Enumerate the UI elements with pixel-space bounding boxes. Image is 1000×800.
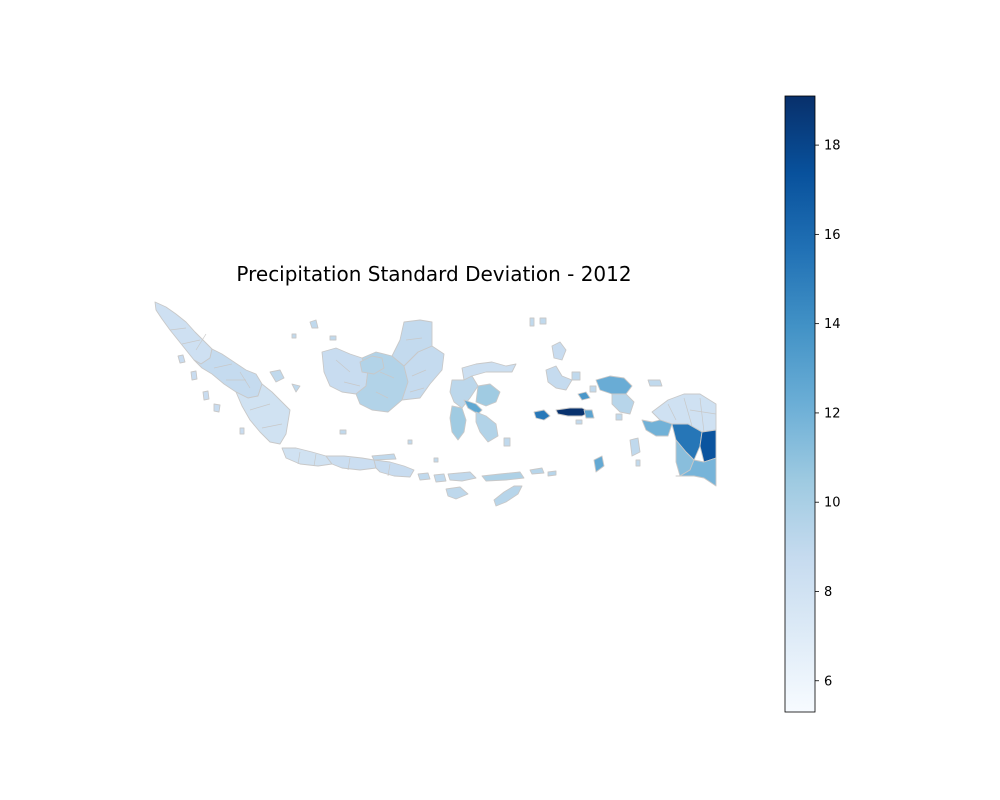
region-sumatra-islands [177, 354, 245, 435]
region-bird-head-south [611, 393, 635, 415]
region-madura [371, 453, 397, 461]
region-sumatra-south [235, 383, 291, 445]
colorbar-tick-label: 18 [824, 139, 841, 154]
region-lombok [433, 473, 447, 483]
region-halmahera [545, 365, 573, 391]
region-papua-southeast [699, 429, 717, 463]
region-maluku-north [551, 341, 567, 361]
region-ambon-small [575, 413, 623, 425]
region-buru [533, 409, 551, 421]
region-maluku-islands [529, 317, 597, 393]
region-kei [629, 437, 641, 467]
colorbar-tick-label: 6 [824, 674, 832, 689]
indonesia-map [154, 301, 717, 507]
region-sulawesi-east-arm [475, 383, 501, 407]
region-kalimantan-highlight [359, 355, 385, 375]
region-sulawesi-southeast [475, 411, 499, 443]
region-kalimantan-west [321, 347, 369, 395]
region-papua-west-coast [641, 419, 673, 437]
region-papua-south [675, 457, 717, 487]
region-timor [493, 485, 523, 507]
region-flores [481, 471, 525, 482]
region-sumbawa [447, 471, 477, 482]
region-raja-ampat [647, 379, 663, 387]
chart-title: Precipitation Standard Deviation - 2012 [236, 262, 631, 286]
region-kalimantan-north [391, 319, 433, 367]
region-sumatra-central [193, 348, 263, 399]
region-sumba [445, 486, 469, 500]
region-seram-east [583, 409, 595, 419]
colorbar-tick-label: 8 [824, 585, 832, 600]
colorbar-tick-label: 16 [824, 228, 841, 243]
region-tanimbar [593, 455, 605, 473]
region-sulawesi-central [449, 375, 479, 409]
region-sulawesi-south [449, 405, 467, 441]
colorbar-tick-label: 14 [824, 317, 841, 332]
region-java-west [281, 447, 333, 467]
region-seram-west [577, 391, 591, 401]
region-buton [503, 437, 511, 447]
region-java-central [325, 455, 377, 471]
region-alor [529, 467, 557, 477]
region-natuna [291, 319, 337, 341]
region-sulawesi-strip [463, 399, 483, 415]
colorbar-tick-label: 10 [824, 496, 841, 511]
region-bangka [269, 369, 301, 393]
colorbar: 6 8 10 12 14 16 18 [784, 95, 841, 713]
colorbar-tick-label: 12 [824, 406, 841, 421]
region-java-east [373, 459, 415, 478]
region-karimunjawa [339, 429, 439, 463]
region-bird-head-north [595, 375, 633, 395]
colorbar-ticks: 6 8 10 12 14 16 18 [815, 139, 841, 689]
region-bali [417, 472, 431, 481]
colorbar-gradient [784, 95, 816, 713]
region-sumatra-north [154, 301, 213, 365]
